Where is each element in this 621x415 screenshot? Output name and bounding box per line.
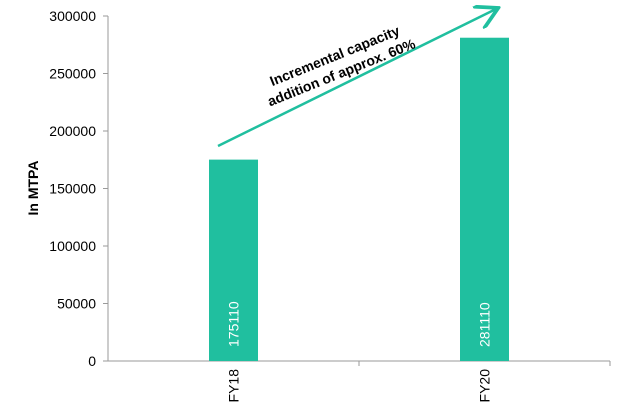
y-axis-label: In MTPA — [25, 161, 41, 216]
x-tick-label: FY18 — [226, 369, 242, 403]
bar — [460, 37, 509, 361]
bar — [209, 159, 258, 361]
x-tick-label: FY20 — [477, 369, 493, 403]
y-tick-label: 150000 — [49, 181, 96, 197]
growth-arrow — [217, 9, 496, 148]
y-tick-label: 300000 — [49, 8, 96, 24]
y-tick-label: 50000 — [57, 296, 96, 312]
annotation: Incremental capacity addition of approx.… — [265, 22, 418, 109]
data-label: 175110 — [226, 301, 242, 347]
data-label: 281110 — [477, 302, 493, 347]
y-tick-label: 100000 — [49, 238, 96, 254]
x-axis-ticks: FY18 FY20 — [226, 361, 611, 402]
y-tick-label: 200000 — [49, 123, 96, 139]
y-tick-label: 250000 — [49, 66, 96, 82]
y-tick-label: 0 — [88, 353, 96, 369]
bars: 175110 281110 — [209, 37, 509, 361]
y-axis-ticks: 0 50000 100000 150000 200000 250000 300000 — [49, 8, 108, 369]
